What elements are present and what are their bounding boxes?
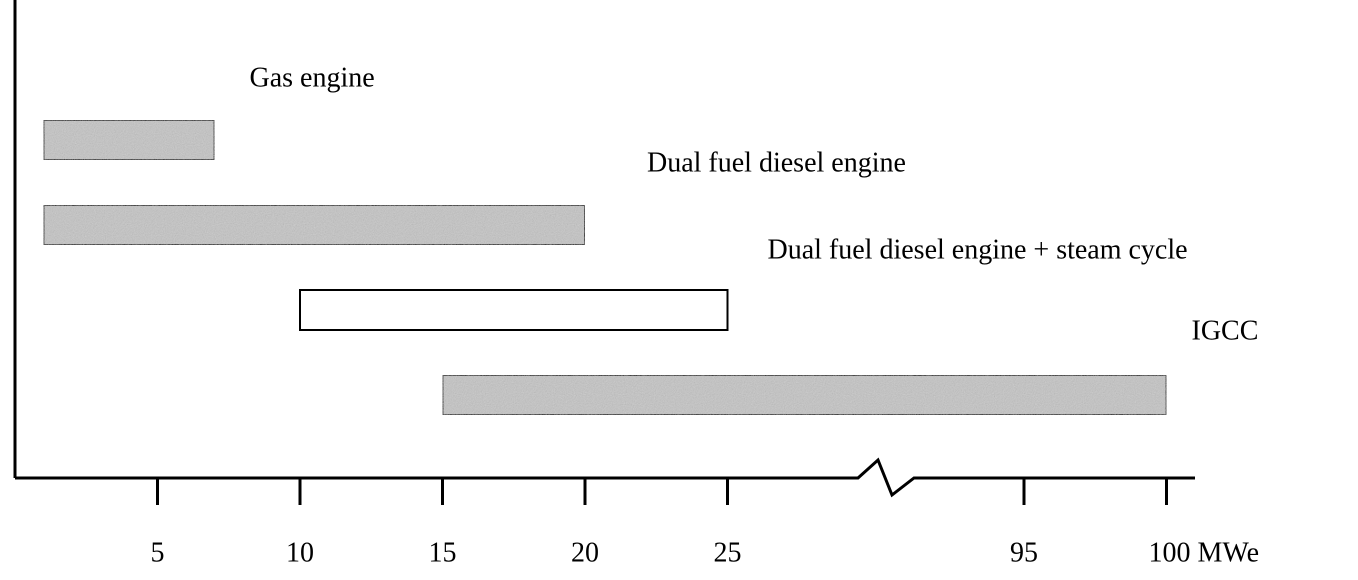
x-tick-label: 10 <box>286 537 314 568</box>
x-tick-label: 20 <box>571 537 599 568</box>
bar <box>42 204 586 246</box>
x-tick-label: 95 <box>1010 537 1038 568</box>
x-tick-label: 25 <box>714 537 742 568</box>
bar-label: Gas engine <box>250 62 375 93</box>
bar-label: Dual fuel diesel engine <box>647 147 906 178</box>
bar-label: Dual fuel diesel engine + steam cycle <box>768 234 1188 265</box>
x-tick-label: 15 <box>429 537 457 568</box>
x-axis <box>15 457 1195 498</box>
bar <box>299 289 729 331</box>
bar <box>42 119 216 161</box>
x-tick-label: 100 MWe <box>1149 537 1260 568</box>
bar <box>441 374 1168 416</box>
x-tick-label: 5 <box>151 537 165 568</box>
bar-label: IGCC <box>1192 315 1259 346</box>
